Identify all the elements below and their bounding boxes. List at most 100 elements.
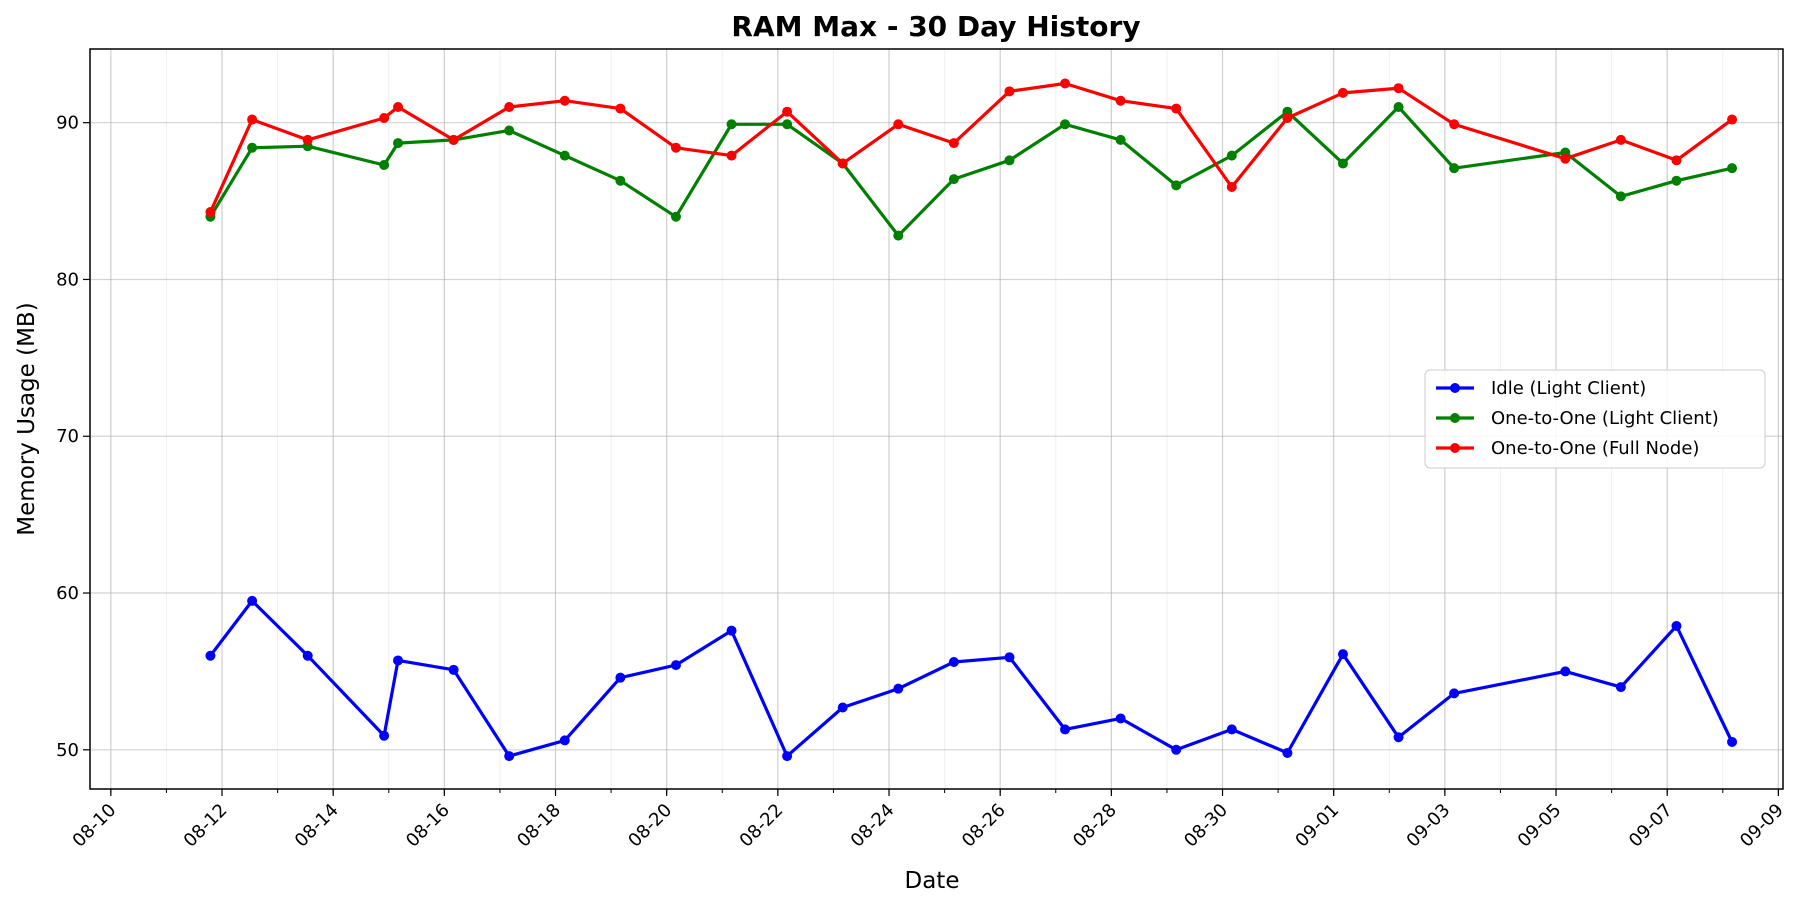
data-point	[247, 114, 258, 125]
series-line	[209, 105, 1733, 238]
data-point	[504, 102, 515, 113]
data-point	[504, 125, 515, 136]
legend-swatch-marker	[1450, 383, 1460, 393]
y-tick-label: 70	[56, 426, 79, 447]
data-point	[1282, 112, 1293, 123]
data-point	[448, 134, 459, 145]
data-point	[302, 650, 313, 661]
data-point	[1337, 87, 1348, 98]
legend-entry-label: One-to-One (Full Node)	[1491, 438, 1699, 459]
data-point	[1615, 682, 1626, 693]
data-point	[1393, 732, 1404, 743]
data-point	[1171, 744, 1182, 755]
data-point	[1171, 180, 1182, 191]
data-point	[1393, 102, 1404, 113]
y-tick-label: 50	[56, 740, 79, 761]
legend-swatch-marker	[1450, 413, 1460, 423]
data-point	[782, 751, 793, 762]
data-point	[1727, 736, 1738, 747]
legend: Idle (Light Client) One-to-One (Light Cli…	[1424, 369, 1766, 469]
data-point	[893, 230, 904, 241]
data-point	[448, 664, 459, 675]
plot-frame	[89, 48, 1784, 790]
data-point	[782, 106, 793, 117]
legend-swatch-marker	[1450, 443, 1460, 453]
data-point	[837, 702, 848, 713]
data-point	[1337, 649, 1348, 660]
data-point	[1115, 713, 1126, 724]
data-point	[1115, 95, 1126, 106]
data-point	[1449, 119, 1460, 130]
series-group	[205, 78, 1738, 218]
data-point	[948, 657, 959, 668]
data-point	[379, 730, 390, 741]
data-point	[1337, 158, 1348, 169]
series-line	[208, 81, 1733, 213]
data-point	[615, 672, 626, 683]
data-point	[726, 150, 737, 161]
data-point	[379, 112, 390, 123]
data-point	[1226, 724, 1237, 735]
data-point	[893, 119, 904, 130]
y-tick-label: 90	[56, 113, 79, 134]
data-point	[1615, 191, 1626, 202]
data-point	[1226, 150, 1237, 161]
series-group	[205, 102, 1738, 241]
series-layer	[205, 78, 1738, 762]
data-point	[559, 735, 570, 746]
y-tick-label: 60	[56, 583, 79, 604]
data-point	[1004, 155, 1015, 166]
data-point	[670, 142, 681, 153]
series-group	[205, 595, 1738, 762]
data-point	[1560, 153, 1571, 164]
y-axis-label: Memory Usage (MB)	[14, 302, 40, 535]
data-point	[1393, 83, 1404, 94]
data-point	[726, 119, 737, 130]
data-point	[1671, 175, 1682, 186]
x-axis-label: Date	[905, 868, 960, 894]
data-point	[670, 660, 681, 671]
data-point	[559, 95, 570, 106]
data-point	[1115, 134, 1126, 145]
data-point	[1060, 119, 1071, 130]
data-point	[302, 134, 313, 145]
data-point	[504, 751, 515, 762]
data-point	[379, 160, 390, 171]
data-point	[393, 655, 404, 666]
data-point	[782, 119, 793, 130]
data-point	[247, 142, 258, 153]
data-point	[1004, 652, 1015, 663]
legend-entry-label: One-to-One (Light Client)	[1491, 408, 1719, 429]
data-point	[1449, 688, 1460, 699]
y-tick-label: 80	[56, 269, 79, 290]
data-point	[615, 103, 626, 114]
data-point	[615, 175, 626, 186]
data-point	[1060, 78, 1071, 89]
data-point	[205, 650, 216, 661]
data-point	[893, 683, 904, 694]
data-point	[837, 158, 848, 169]
data-point	[1560, 666, 1571, 677]
chart-title: RAM Max - 30 Day History	[731, 10, 1140, 43]
data-point	[1727, 114, 1738, 125]
legend-entry-label: Idle (Light Client)	[1491, 378, 1646, 399]
data-point	[1671, 155, 1682, 166]
data-point	[1004, 86, 1015, 97]
data-point	[670, 211, 681, 222]
data-point	[205, 207, 216, 218]
data-point	[247, 595, 258, 606]
data-point	[393, 102, 404, 113]
series-line	[209, 599, 1734, 758]
data-point	[1282, 747, 1293, 758]
data-point	[559, 150, 570, 161]
data-point	[726, 625, 737, 636]
data-point	[1615, 134, 1626, 145]
data-point	[1060, 724, 1071, 735]
data-point	[1226, 181, 1237, 192]
data-point	[948, 174, 959, 185]
data-point	[1449, 163, 1460, 174]
data-point	[1671, 620, 1682, 631]
data-point	[393, 138, 404, 149]
